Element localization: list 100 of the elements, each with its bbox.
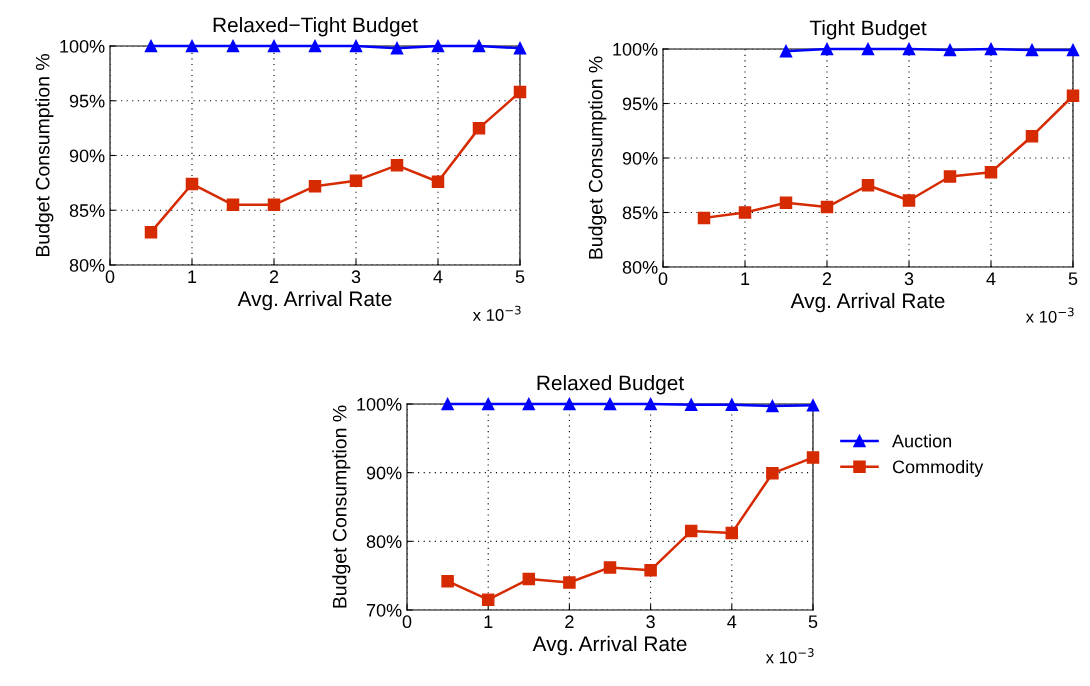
y-tick-label: 90%	[69, 149, 105, 163]
point	[349, 174, 363, 187]
y-tick-label: 80%	[366, 535, 402, 549]
y-tick-label: 70%	[366, 603, 402, 617]
point	[431, 39, 445, 53]
y-tick-label: 80%	[622, 260, 658, 274]
point	[725, 526, 739, 540]
point	[766, 467, 779, 480]
point	[522, 397, 536, 411]
point	[267, 39, 281, 53]
point	[984, 42, 998, 56]
point	[697, 211, 711, 225]
chart-title: Relaxed−Tight Budget	[213, 17, 418, 37]
y-axis-title: Budget Consumption %	[35, 54, 54, 257]
text: x 10$^{−3}$	[472, 305, 521, 321]
x-tick-label: 1	[188, 270, 197, 283]
chart-title: Tight Budget	[809, 20, 927, 40]
point	[513, 85, 527, 99]
point	[308, 179, 322, 193]
point	[820, 42, 834, 56]
point	[144, 225, 158, 239]
y-tick-label: 95%	[69, 94, 105, 108]
point	[563, 397, 576, 411]
x-axis-title: Avg. Arrival Rate	[532, 635, 687, 656]
point	[441, 574, 454, 588]
point	[738, 206, 752, 219]
point	[766, 399, 779, 413]
x-tick-label: 2	[565, 615, 574, 628]
text: x 10$^{−3}$	[765, 648, 814, 664]
point	[481, 397, 495, 411]
point	[644, 397, 657, 411]
x-axis-title: Avg. Arrival Rate	[237, 290, 392, 311]
x-tick-label: 4	[986, 272, 996, 285]
point	[563, 576, 576, 589]
point	[349, 39, 363, 53]
point	[806, 451, 820, 464]
point	[144, 39, 158, 53]
point	[1025, 43, 1039, 57]
y-tick-label: 100%	[613, 42, 658, 56]
point	[984, 165, 998, 179]
point	[902, 42, 916, 56]
x-tick-label: 1	[484, 615, 493, 628]
point	[902, 194, 916, 207]
point	[943, 43, 957, 57]
point	[644, 563, 657, 577]
legend-label: Commodity	[892, 460, 984, 477]
point	[185, 177, 199, 191]
point	[603, 397, 617, 411]
x-axis-title: Avg. Arrival Rate	[790, 292, 945, 313]
point	[390, 41, 404, 55]
point	[1066, 43, 1080, 57]
y-tick-label: 90%	[366, 466, 402, 480]
point	[684, 398, 698, 411]
y-tick-label: 85%	[622, 206, 658, 220]
point	[481, 593, 495, 606]
point	[943, 170, 957, 183]
x-tick-label: 0	[658, 272, 668, 286]
x-tick-label: 0	[402, 615, 412, 629]
point	[308, 39, 322, 53]
point	[472, 39, 486, 53]
point	[472, 121, 486, 135]
chart-title: Relaxed Budget	[537, 375, 684, 395]
point	[522, 572, 536, 586]
x-tick-label: 0	[105, 270, 115, 284]
point	[779, 196, 793, 209]
y-tick-label: 100%	[60, 39, 105, 53]
point	[779, 44, 793, 58]
x-tick-label: 1	[741, 272, 750, 285]
y-tick-label: 100%	[357, 397, 402, 411]
x-tick-label: 5	[1068, 272, 1078, 286]
point	[820, 200, 834, 214]
point	[267, 198, 281, 212]
text: x 10$^{−3}$	[1025, 307, 1074, 323]
point	[725, 398, 739, 411]
point	[441, 397, 454, 411]
y-tick-label: 80%	[69, 258, 105, 272]
x-tick-label: 5	[808, 615, 818, 629]
x-tick-label: 5	[515, 270, 525, 284]
x-tick-label: 2	[822, 272, 832, 285]
point	[1025, 129, 1039, 143]
point	[431, 175, 445, 189]
point	[861, 178, 875, 192]
x-tick-label: 4	[433, 270, 443, 283]
point	[861, 42, 875, 56]
x-tick-label: 3	[646, 615, 655, 629]
x-tick-label: 3	[351, 270, 361, 284]
point	[1066, 89, 1080, 103]
point	[603, 561, 617, 574]
point	[226, 39, 240, 53]
y-tick-label: 90%	[622, 151, 658, 165]
point	[185, 39, 199, 53]
point	[684, 524, 698, 538]
x-tick-label: 3	[904, 272, 914, 286]
point	[226, 198, 240, 212]
point	[806, 399, 820, 412]
y-axis-title: Budget Consumption %	[332, 405, 351, 608]
x-tick-label: 2	[269, 270, 279, 283]
y-axis-title: Budget Consumption %	[588, 56, 607, 259]
legend-label: Auction	[892, 434, 952, 448]
x-tick-label: 4	[727, 615, 737, 628]
